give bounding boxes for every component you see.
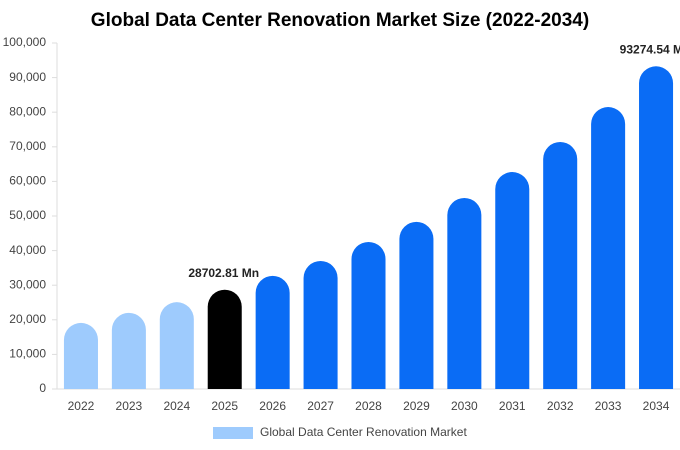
- x-tick-label: 2026: [259, 399, 286, 413]
- bar: [447, 198, 482, 389]
- bar: [159, 302, 194, 389]
- x-tick-label: 2034: [643, 399, 670, 413]
- y-tick-label: 90,000: [9, 70, 46, 84]
- bar: [63, 322, 98, 389]
- x-tick-label: 2030: [451, 399, 478, 413]
- y-tick-label: 50,000: [9, 208, 46, 222]
- chart-title: Global Data Center Renovation Market Siz…: [91, 10, 589, 31]
- bar: [639, 66, 674, 390]
- y-tick-label: 100,000: [3, 35, 47, 49]
- legend-swatch: [213, 427, 253, 439]
- bar: [303, 260, 338, 389]
- x-tick-label: 2027: [307, 399, 334, 413]
- x-tick-label: 2023: [116, 399, 143, 413]
- y-tick-label: 40,000: [9, 243, 46, 257]
- bar: [399, 221, 434, 389]
- value-label: 93274.54 Mn: [620, 42, 680, 56]
- x-tick-label: 2024: [163, 399, 190, 413]
- x-tick-label: 2025: [211, 399, 238, 413]
- y-tick-label: 60,000: [9, 174, 46, 188]
- bar: [111, 312, 146, 389]
- x-tick-label: 2032: [547, 399, 574, 413]
- bar: [207, 289, 242, 389]
- value-label: 28702.81 Mn: [188, 266, 259, 280]
- y-tick-label: 70,000: [9, 139, 46, 153]
- bar: [351, 241, 386, 389]
- x-tick-label: 2028: [355, 399, 382, 413]
- x-tick-label: 2033: [595, 399, 622, 413]
- y-tick-label: 30,000: [9, 277, 46, 291]
- bar: [495, 172, 530, 389]
- y-tick-label: 10,000: [9, 347, 46, 361]
- bar: [255, 275, 290, 389]
- x-tick-label: 2031: [499, 399, 526, 413]
- legend-label: Global Data Center Renovation Market: [260, 425, 467, 439]
- y-tick-label: 0: [39, 381, 46, 395]
- x-tick-label: 2029: [403, 399, 430, 413]
- y-tick-label: 20,000: [9, 312, 46, 326]
- x-tick-label: 2022: [68, 399, 95, 413]
- bar: [543, 141, 578, 389]
- y-tick-label: 80,000: [9, 104, 46, 118]
- bar: [591, 107, 626, 390]
